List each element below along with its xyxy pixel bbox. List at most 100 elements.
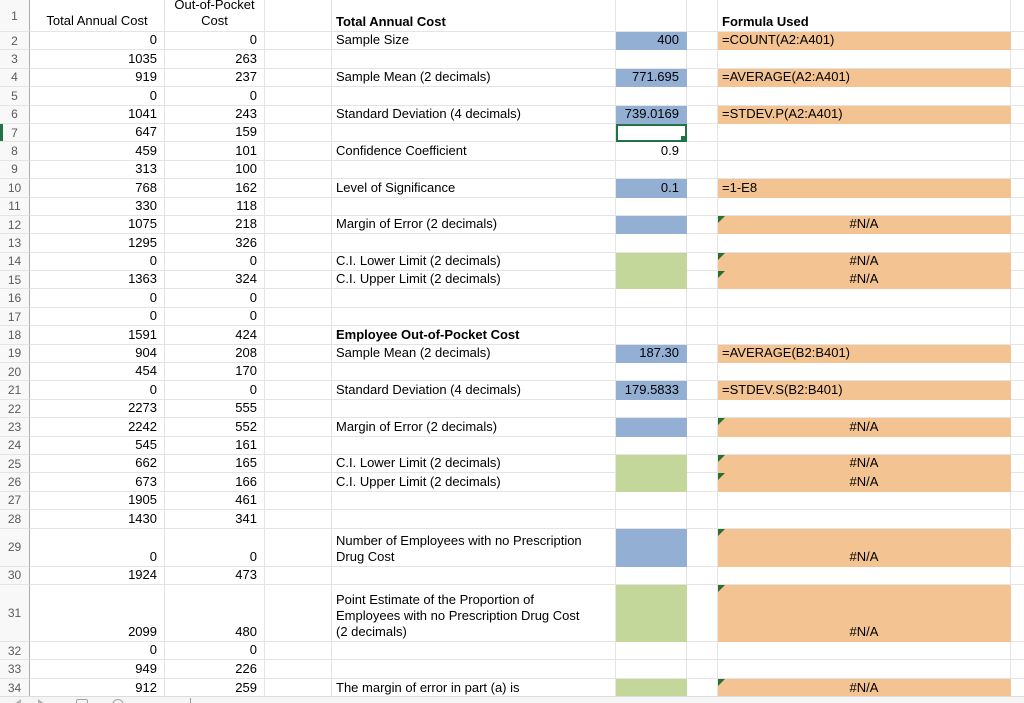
cell-g-5[interactable]: [718, 87, 1011, 106]
cell-f-17[interactable]: [687, 307, 718, 327]
cell-b-17[interactable]: 0: [165, 307, 265, 327]
cell-a-2[interactable]: 0: [30, 32, 165, 51]
cell-b-1[interactable]: Out-of-Pocket Cost: [165, 0, 265, 32]
cell-e-17[interactable]: [616, 307, 687, 327]
cell-b-20[interactable]: 170: [165, 363, 265, 382]
cell-a-29[interactable]: 0: [30, 528, 165, 567]
cell-h-21[interactable]: [1011, 381, 1024, 400]
cell-d-18[interactable]: Employee Out-of-Pocket Cost: [332, 326, 616, 345]
cell-f-23[interactable]: [687, 418, 718, 437]
cell-a-7[interactable]: 647: [30, 123, 165, 143]
cell-g-25[interactable]: #N/A: [718, 454, 1011, 474]
cell-b-4[interactable]: 237: [165, 68, 265, 88]
cell-b-29[interactable]: 0: [165, 528, 265, 567]
cell-d-4[interactable]: Sample Mean (2 decimals): [332, 68, 616, 88]
cell-a-13[interactable]: 1295: [30, 234, 165, 253]
cell-g-19[interactable]: =AVERAGE(B2:B401): [718, 344, 1011, 364]
row-header-23[interactable]: 23: [0, 418, 30, 437]
cell-h-11[interactable]: [1011, 197, 1024, 216]
cell-c-31[interactable]: [265, 584, 332, 642]
cell-b-7[interactable]: 159: [165, 123, 265, 143]
cell-a-20[interactable]: 454: [30, 363, 165, 382]
cell-h-12[interactable]: [1011, 215, 1024, 235]
row-header-10[interactable]: 10: [0, 179, 30, 198]
row-header-19[interactable]: 19: [0, 344, 30, 364]
cell-e-25[interactable]: [616, 454, 687, 474]
cell-h-16[interactable]: [1011, 289, 1024, 308]
cell-f-12[interactable]: [687, 215, 718, 235]
cell-c-21[interactable]: [265, 381, 332, 400]
cell-a-14[interactable]: 0: [30, 252, 165, 272]
cell-a-18[interactable]: 1591: [30, 326, 165, 345]
row-header-4[interactable]: 4: [0, 68, 30, 88]
cell-a-8[interactable]: 459: [30, 142, 165, 161]
cell-e-9[interactable]: [616, 160, 687, 180]
cell-c-34[interactable]: [265, 678, 332, 698]
cell-e-1[interactable]: [616, 0, 687, 32]
cell-e-4[interactable]: 771.695: [616, 68, 687, 88]
cell-c-19[interactable]: [265, 344, 332, 364]
cell-b-10[interactable]: 162: [165, 179, 265, 198]
cell-b-30[interactable]: 473: [165, 566, 265, 585]
cell-h-2[interactable]: [1011, 32, 1024, 51]
cell-a-3[interactable]: 1035: [30, 50, 165, 69]
cell-c-12[interactable]: [265, 215, 332, 235]
cell-f-9[interactable]: [687, 160, 718, 180]
cell-b-5[interactable]: 0: [165, 87, 265, 106]
cell-h-30[interactable]: [1011, 566, 1024, 585]
cell-a-26[interactable]: 673: [30, 473, 165, 492]
cell-e-27[interactable]: [616, 491, 687, 511]
cell-d-5[interactable]: [332, 87, 616, 106]
cell-f-16[interactable]: [687, 289, 718, 308]
row-header-6[interactable]: 6: [0, 105, 30, 124]
cell-g-24[interactable]: [718, 436, 1011, 455]
cell-c-3[interactable]: [265, 50, 332, 69]
row-header-17[interactable]: 17: [0, 307, 30, 327]
cell-h-4[interactable]: [1011, 68, 1024, 88]
cell-f-19[interactable]: [687, 344, 718, 364]
cell-e-10[interactable]: 0.1: [616, 179, 687, 198]
cell-d-33[interactable]: [332, 660, 616, 679]
cell-c-9[interactable]: [265, 160, 332, 180]
cell-e-33[interactable]: [616, 660, 687, 679]
row-header-13[interactable]: 13: [0, 234, 30, 253]
cell-e-16[interactable]: [616, 289, 687, 308]
cell-h-23[interactable]: [1011, 418, 1024, 437]
cell-g-11[interactable]: [718, 197, 1011, 216]
cell-f-2[interactable]: [687, 32, 718, 51]
cell-c-14[interactable]: [265, 252, 332, 272]
cell-b-15[interactable]: 324: [165, 271, 265, 290]
row-header-7[interactable]: 7: [0, 123, 30, 143]
cell-b-28[interactable]: 341: [165, 510, 265, 529]
cell-d-32[interactable]: [332, 641, 616, 661]
cell-b-32[interactable]: 0: [165, 641, 265, 661]
cell-c-32[interactable]: [265, 641, 332, 661]
cell-e-34[interactable]: [616, 678, 687, 698]
cell-g-21[interactable]: =STDEV.S(B2:B401): [718, 381, 1011, 400]
cell-g-32[interactable]: [718, 641, 1011, 661]
cell-f-29[interactable]: [687, 528, 718, 567]
cell-d-9[interactable]: [332, 160, 616, 180]
cell-f-4[interactable]: [687, 68, 718, 88]
row-header-18[interactable]: 18: [0, 326, 30, 345]
cell-h-24[interactable]: [1011, 436, 1024, 455]
cell-e-24[interactable]: [616, 436, 687, 455]
cell-e-13[interactable]: [616, 234, 687, 253]
cell-c-11[interactable]: [265, 197, 332, 216]
cell-f-21[interactable]: [687, 381, 718, 400]
cell-d-24[interactable]: [332, 436, 616, 455]
cell-h-32[interactable]: [1011, 641, 1024, 661]
cell-f-6[interactable]: [687, 105, 718, 124]
cell-a-10[interactable]: 768: [30, 179, 165, 198]
row-header-26[interactable]: 26: [0, 473, 30, 492]
cell-c-18[interactable]: [265, 326, 332, 345]
cell-f-18[interactable]: [687, 326, 718, 345]
cell-e-6[interactable]: 739.0169: [616, 105, 687, 124]
cell-c-17[interactable]: [265, 307, 332, 327]
cell-h-9[interactable]: [1011, 160, 1024, 180]
cell-b-13[interactable]: 326: [165, 234, 265, 253]
cell-b-14[interactable]: 0: [165, 252, 265, 272]
cell-h-31[interactable]: [1011, 584, 1024, 642]
cell-c-23[interactable]: [265, 418, 332, 437]
cell-f-31[interactable]: [687, 584, 718, 642]
